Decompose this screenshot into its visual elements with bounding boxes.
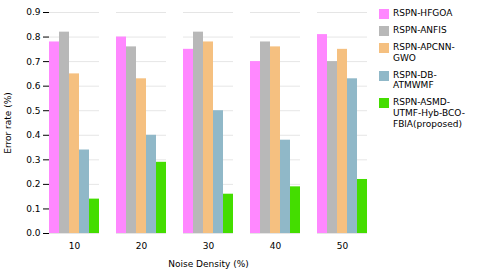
- svg-text:0.0: 0.0: [26, 228, 41, 238]
- html-text:RSPN-HFGOA: RSPN-HFGOA: [393, 8, 453, 18]
- svg-text:20: 20: [136, 241, 148, 251]
- svg-text:Noise Density (%): Noise Density (%): [168, 259, 248, 269]
- svg-text:0.8: 0.8: [26, 32, 41, 42]
- svg-text:0.1: 0.1: [26, 204, 40, 214]
- svg-text:Error rate (%): Error rate (%): [3, 92, 13, 154]
- svg-text:40: 40: [270, 241, 282, 251]
- html-text:RSPN-DB- ATMWMF: RSPN-DB- ATMWMF: [393, 69, 437, 91]
- html-text:RSPN-ANFIS: RSPN-ANFIS: [393, 25, 447, 35]
- html-text:RSPN-APCNN- GWO: RSPN-APCNN- GWO: [393, 42, 455, 63]
- svg-text:0.6: 0.6: [26, 81, 41, 91]
- svg-text:0.5: 0.5: [26, 106, 40, 116]
- svg-text:0.2: 0.2: [26, 179, 40, 189]
- svg-text:50: 50: [337, 241, 349, 251]
- svg-text:30: 30: [203, 241, 215, 251]
- html-text:RSPN-ASMD- UTMF-Hyb-BCO- FBlA(: RSPN-ASMD- UTMF-Hyb-BCO- FBlA(proposed): [393, 97, 465, 129]
- svg-text:0.7: 0.7: [26, 56, 40, 66]
- svg-text:0.4: 0.4: [26, 130, 41, 140]
- svg-text:0.9: 0.9: [26, 7, 41, 17]
- svg-text:10: 10: [69, 241, 81, 251]
- svg-text:0.3: 0.3: [26, 155, 40, 165]
